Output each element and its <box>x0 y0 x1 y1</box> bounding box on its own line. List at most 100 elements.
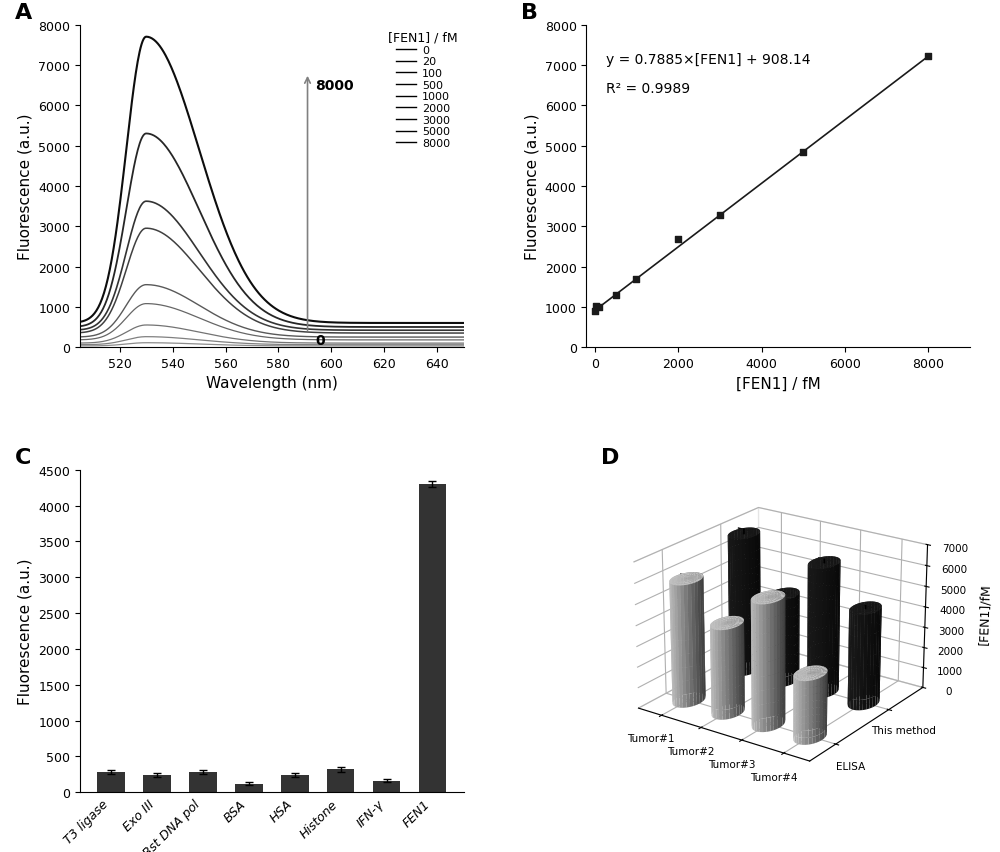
Point <box>588 300 604 314</box>
5000 <box>120 206 132 216</box>
100 <box>354 338 366 348</box>
20 <box>316 340 328 350</box>
8000 <box>200 168 212 178</box>
2000 <box>140 224 152 234</box>
2000 <box>200 273 212 284</box>
100 <box>140 320 152 331</box>
0 <box>120 339 132 349</box>
Line: 8000: 8000 <box>80 37 464 324</box>
8000 <box>120 147 132 157</box>
100 <box>227 334 239 344</box>
20 <box>140 332 152 343</box>
20 <box>120 336 132 346</box>
Bar <box>373 781 400 792</box>
0 <box>227 341 239 351</box>
20 <box>458 340 470 350</box>
3000 <box>352 325 364 336</box>
500 <box>352 336 364 346</box>
Text: B: B <box>521 3 538 23</box>
Bar <box>189 772 217 792</box>
Text: A: A <box>15 3 32 23</box>
0 <box>354 342 366 352</box>
2000 <box>352 329 364 339</box>
100 <box>74 338 86 348</box>
Text: R² = 0.9989: R² = 0.9989 <box>606 83 690 96</box>
8000 <box>352 319 364 329</box>
20 <box>227 338 239 348</box>
2000 <box>458 329 470 339</box>
1000 <box>458 332 470 343</box>
100 <box>352 338 364 348</box>
1000 <box>352 332 364 343</box>
Line: 3000: 3000 <box>80 202 464 331</box>
500 <box>140 299 152 309</box>
20 <box>74 340 86 350</box>
3000 <box>200 257 212 268</box>
Y-axis label: Fluorescence (a.u.): Fluorescence (a.u.) <box>524 113 539 260</box>
2000 <box>227 302 239 312</box>
Bar <box>327 769 354 792</box>
500 <box>316 335 328 345</box>
Point <box>608 289 624 302</box>
1000 <box>354 332 366 343</box>
1000 <box>200 305 212 315</box>
1000 <box>316 332 328 343</box>
Legend: 0, 20, 100, 500, 1000, 2000, 3000, 5000, 8000: 0, 20, 100, 500, 1000, 2000, 3000, 5000,… <box>388 32 458 149</box>
500 <box>354 336 366 346</box>
5000 <box>74 322 86 332</box>
500 <box>74 335 86 345</box>
8000 <box>227 244 239 254</box>
Line: 2000: 2000 <box>80 229 464 334</box>
X-axis label: Wavelength (nm): Wavelength (nm) <box>206 376 338 391</box>
2000 <box>74 328 86 338</box>
Text: 0: 0 <box>315 334 325 348</box>
5000 <box>316 322 328 332</box>
3000 <box>120 248 132 258</box>
1000 <box>227 319 239 329</box>
3000 <box>458 325 470 336</box>
Point <box>920 50 936 64</box>
Text: C: C <box>15 448 31 468</box>
Line: 100: 100 <box>80 325 464 343</box>
5000 <box>458 323 470 333</box>
0 <box>316 342 328 352</box>
5000 <box>352 322 364 332</box>
0 <box>458 342 470 352</box>
Bar <box>235 784 263 792</box>
Bar <box>143 775 171 792</box>
3000 <box>74 325 86 336</box>
0 <box>200 340 212 350</box>
100 <box>316 338 328 348</box>
Point <box>795 146 811 159</box>
Y-axis label: Fluorescence (a.u.): Fluorescence (a.u.) <box>18 113 33 260</box>
Point <box>591 301 607 314</box>
2000 <box>120 266 132 276</box>
Point <box>670 233 686 246</box>
0 <box>140 338 152 348</box>
Bar <box>97 772 125 792</box>
100 <box>200 329 212 339</box>
Bar <box>419 485 446 792</box>
Line: 1000: 1000 <box>80 285 464 337</box>
3000 <box>140 197 152 207</box>
Bar <box>281 775 309 792</box>
100 <box>458 338 470 348</box>
20 <box>200 336 212 346</box>
Point <box>628 273 644 286</box>
Point <box>587 304 603 318</box>
3000 <box>354 325 366 336</box>
Line: 0: 0 <box>80 343 464 347</box>
Text: 8000: 8000 <box>315 79 354 93</box>
1000 <box>140 280 152 291</box>
Line: 20: 20 <box>80 337 464 345</box>
8000 <box>74 317 86 327</box>
3000 <box>227 292 239 302</box>
X-axis label: [FEN1] / fM: [FEN1] / fM <box>736 376 821 391</box>
1000 <box>120 301 132 311</box>
Point <box>712 209 728 222</box>
0 <box>352 342 364 352</box>
5000 <box>354 322 366 332</box>
Line: 5000: 5000 <box>80 135 464 328</box>
0 <box>74 342 86 352</box>
5000 <box>227 272 239 282</box>
